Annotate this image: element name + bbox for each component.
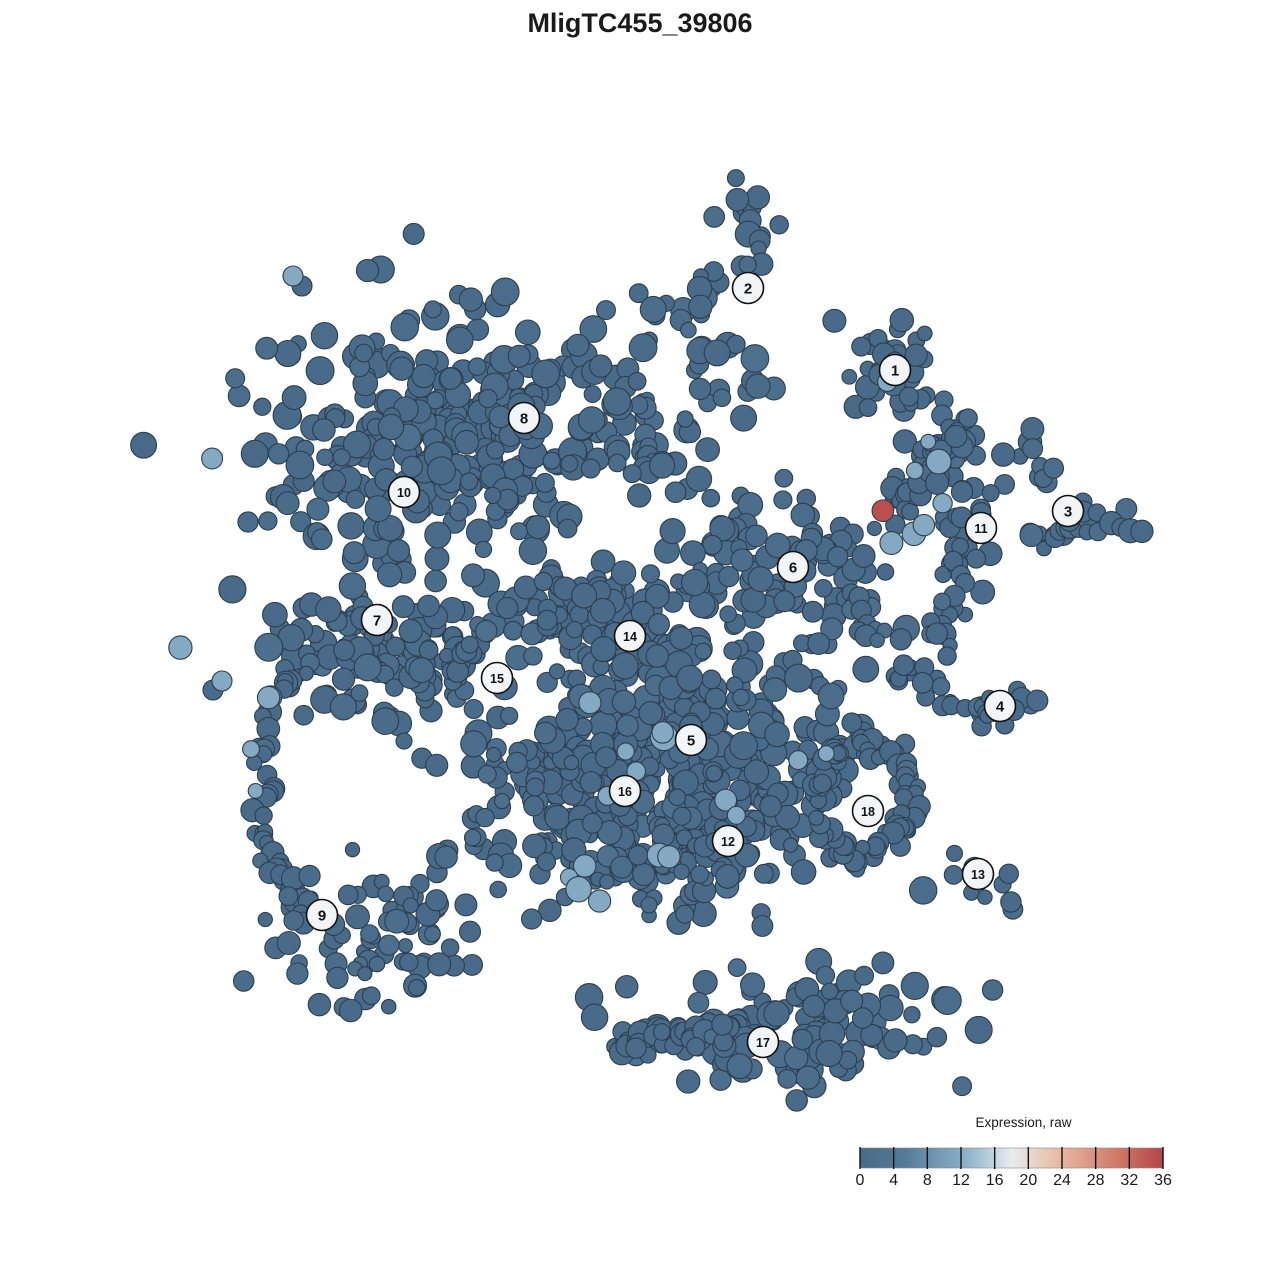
svg-text:2: 2 [744, 281, 752, 298]
svg-text:36: 36 [1154, 1172, 1172, 1189]
svg-text:13: 13 [971, 868, 985, 882]
svg-text:3: 3 [1064, 504, 1072, 521]
svg-text:8: 8 [923, 1172, 932, 1189]
svg-text:Expression, raw: Expression, raw [975, 1115, 1071, 1130]
svg-text:4: 4 [996, 699, 1005, 716]
svg-text:16: 16 [618, 785, 632, 799]
svg-text:4: 4 [889, 1172, 898, 1189]
svg-text:24: 24 [1053, 1172, 1071, 1189]
svg-text:9: 9 [318, 908, 326, 925]
svg-text:12: 12 [721, 835, 735, 849]
svg-text:14: 14 [623, 630, 637, 644]
svg-text:28: 28 [1087, 1172, 1105, 1189]
svg-text:32: 32 [1120, 1172, 1138, 1189]
svg-text:10: 10 [397, 486, 411, 500]
svg-text:18: 18 [861, 805, 875, 819]
svg-text:8: 8 [520, 411, 528, 428]
svg-text:7: 7 [373, 613, 381, 630]
svg-text:1: 1 [891, 363, 899, 380]
svg-text:20: 20 [1019, 1172, 1037, 1189]
svg-text:6: 6 [789, 560, 797, 577]
svg-text:0: 0 [856, 1172, 865, 1189]
svg-text:15: 15 [490, 672, 504, 686]
svg-text:16: 16 [986, 1172, 1004, 1189]
svg-text:5: 5 [687, 733, 695, 750]
svg-text:12: 12 [952, 1172, 970, 1189]
svg-text:17: 17 [756, 1036, 770, 1050]
svg-text:11: 11 [974, 522, 987, 536]
